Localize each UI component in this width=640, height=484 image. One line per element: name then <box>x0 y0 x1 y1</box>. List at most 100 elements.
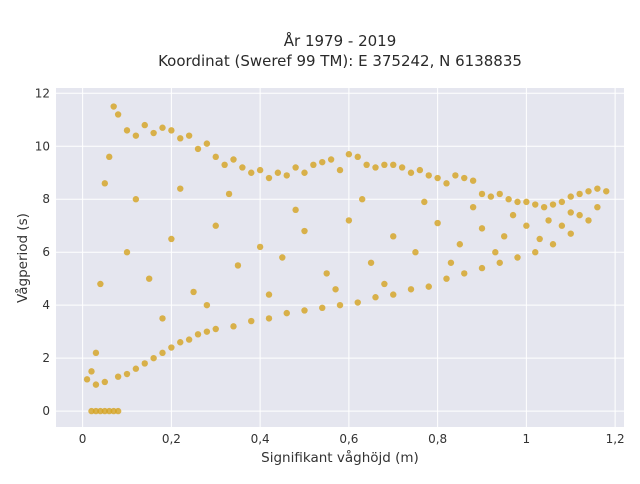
scatter-point <box>425 283 432 290</box>
scatter-point <box>92 349 100 357</box>
y-tick-label: 8 <box>42 192 50 206</box>
scatter-point <box>256 166 264 174</box>
x-tick-label: 0 <box>79 432 87 446</box>
scatter-point <box>319 158 326 166</box>
scatter-point <box>283 172 290 179</box>
scatter-point <box>256 243 264 251</box>
scatter-point <box>323 270 330 277</box>
scatter-point <box>496 259 503 266</box>
y-tick-label: 4 <box>42 298 50 312</box>
scatter-point <box>83 376 91 383</box>
x-tick-label: 0,8 <box>428 432 447 446</box>
scatter-point <box>150 129 157 137</box>
scatter-point <box>372 164 379 171</box>
scatter-point <box>594 203 601 211</box>
scatter-point <box>390 161 397 169</box>
scatter-point <box>88 407 95 415</box>
scatter-point <box>354 299 361 306</box>
scatter-point <box>190 288 197 296</box>
scatter-point <box>141 121 148 129</box>
scatter-point <box>514 198 521 206</box>
scatter-point <box>336 301 344 309</box>
scatter-point <box>319 304 326 312</box>
scatter-point <box>367 259 375 266</box>
scatter-point <box>443 180 450 187</box>
y-tick-label: 10 <box>35 139 50 153</box>
scatter-point <box>327 156 335 163</box>
scatter-point <box>225 190 233 198</box>
x-tick-label: 0,4 <box>251 432 270 446</box>
scatter-point <box>106 153 113 161</box>
scatter-point <box>265 291 273 298</box>
scatter-point <box>461 174 468 182</box>
scatter-point <box>461 270 468 277</box>
scatter-point <box>549 201 557 208</box>
x-axis-label: Signifikant våghöjd (m) <box>261 449 419 466</box>
y-tick-label: 12 <box>35 86 50 100</box>
scatter-point <box>452 172 459 179</box>
scatter-point <box>536 235 543 243</box>
scatter-point <box>101 378 109 386</box>
scatter-point <box>203 140 211 147</box>
scatter-point <box>159 124 166 131</box>
scatter-point <box>114 407 122 415</box>
scatter-point <box>177 185 184 192</box>
scatter-point <box>168 127 175 134</box>
y-tick-label: 6 <box>42 245 50 259</box>
chart-title-line1: År 1979 - 2019 <box>284 31 397 50</box>
x-tick-label: 1,2 <box>606 432 625 446</box>
scatter-point <box>123 127 131 134</box>
scatter-point <box>168 235 175 243</box>
scatter-point <box>505 196 512 203</box>
scatter-point <box>425 172 432 179</box>
scatter-point <box>123 249 131 256</box>
scatter-point <box>212 325 219 333</box>
scatter-point <box>434 219 441 227</box>
scatter-point <box>230 156 237 163</box>
scatter-point <box>123 370 131 378</box>
grid-lines <box>56 88 624 427</box>
scatter-point <box>101 407 109 415</box>
y-tick-label: 2 <box>42 351 50 365</box>
scatter-point <box>110 103 117 110</box>
scatter-point <box>398 164 406 171</box>
scatter-point <box>185 336 193 343</box>
scatter-point <box>248 317 255 325</box>
scatter-point <box>434 174 441 182</box>
scatter-point <box>185 132 193 139</box>
scatter-point <box>92 407 100 415</box>
scatter-point <box>372 294 379 301</box>
scatter-point <box>274 169 282 176</box>
scatter-point <box>585 188 592 195</box>
x-tick-label: 0,6 <box>339 432 358 446</box>
scatter-point <box>248 169 255 176</box>
scatter-point <box>145 275 153 282</box>
scatter-point <box>168 344 175 351</box>
scatter-point <box>150 354 157 362</box>
scatter-point <box>447 259 455 266</box>
scatter-point <box>443 275 450 282</box>
scatter-point <box>101 180 109 187</box>
scatter-point <box>416 166 424 174</box>
scatter-point <box>110 407 117 415</box>
y-tick-label: 0 <box>42 404 50 418</box>
scatter-point <box>283 309 290 317</box>
scatter-point <box>177 135 184 142</box>
scatter-point <box>603 188 610 195</box>
scatter-point <box>230 323 237 330</box>
scatter-point <box>576 190 583 198</box>
scatter-point <box>585 217 592 224</box>
scatter-point <box>540 203 548 211</box>
scatter-point <box>106 407 113 415</box>
scatter-point <box>407 169 415 176</box>
scatter-point <box>514 254 521 261</box>
scatter-point <box>567 230 574 237</box>
scatter-point <box>509 211 517 219</box>
scatter-point <box>532 201 539 208</box>
scatter-point <box>345 151 353 158</box>
scatter-point <box>478 225 486 232</box>
scatter-point <box>292 206 299 214</box>
scatter-point <box>132 196 140 203</box>
